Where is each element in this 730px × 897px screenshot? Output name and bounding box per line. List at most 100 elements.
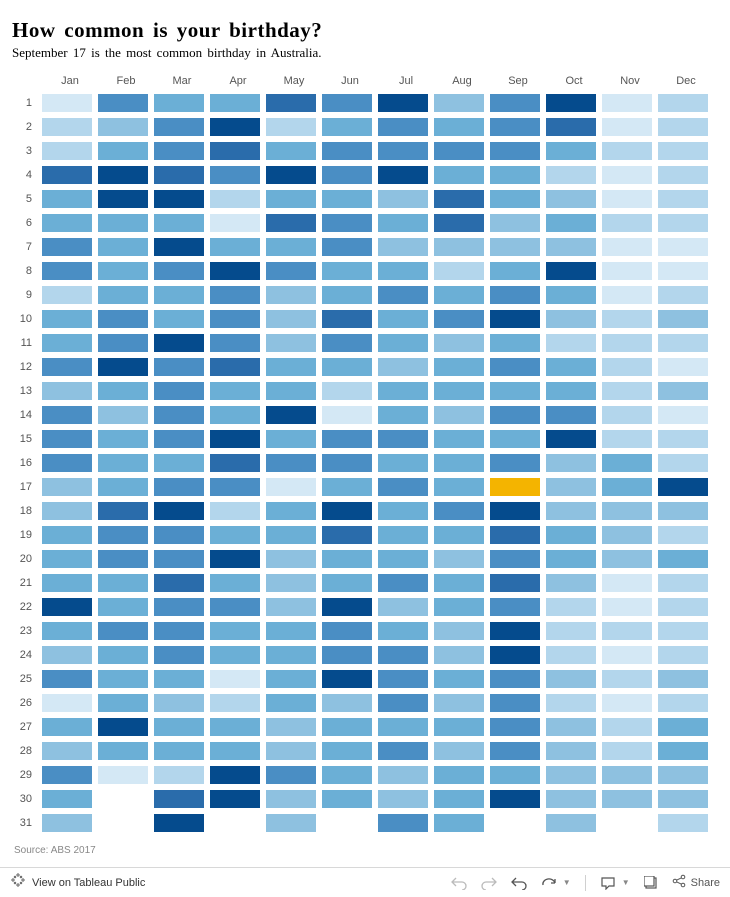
heatmap-cell[interactable] xyxy=(154,574,204,592)
heatmap-cell[interactable] xyxy=(658,598,708,616)
heatmap-cell[interactable] xyxy=(658,454,708,472)
heatmap-cell[interactable] xyxy=(210,406,260,424)
heatmap-cell[interactable] xyxy=(210,358,260,376)
heatmap-cell[interactable] xyxy=(322,694,372,712)
heatmap-cell[interactable] xyxy=(658,502,708,520)
heatmap-cell[interactable] xyxy=(658,118,708,136)
heatmap-cell[interactable] xyxy=(42,646,92,664)
heatmap-cell[interactable] xyxy=(658,382,708,400)
heatmap-cell[interactable] xyxy=(490,622,540,640)
heatmap-cell[interactable] xyxy=(434,142,484,160)
heatmap-cell[interactable] xyxy=(490,478,540,496)
heatmap-cell[interactable] xyxy=(266,526,316,544)
heatmap-cell[interactable] xyxy=(98,190,148,208)
heatmap-cell[interactable] xyxy=(154,118,204,136)
heatmap-cell[interactable] xyxy=(490,262,540,280)
heatmap-cell[interactable] xyxy=(154,478,204,496)
heatmap-cell[interactable] xyxy=(154,766,204,784)
heatmap-cell[interactable] xyxy=(546,502,596,520)
heatmap-cell[interactable] xyxy=(322,670,372,688)
heatmap-cell[interactable] xyxy=(42,574,92,592)
heatmap-cell[interactable] xyxy=(322,718,372,736)
heatmap-cell[interactable] xyxy=(434,166,484,184)
heatmap-cell[interactable] xyxy=(434,214,484,232)
heatmap-cell[interactable] xyxy=(322,166,372,184)
heatmap-cell[interactable] xyxy=(378,814,428,832)
heatmap-cell[interactable] xyxy=(322,454,372,472)
heatmap-cell[interactable] xyxy=(602,286,652,304)
heatmap-cell[interactable] xyxy=(602,358,652,376)
heatmap-cell[interactable] xyxy=(42,790,92,808)
heatmap-cell[interactable] xyxy=(98,646,148,664)
heatmap-cell[interactable] xyxy=(602,118,652,136)
heatmap-cell[interactable] xyxy=(434,406,484,424)
heatmap-cell[interactable] xyxy=(658,670,708,688)
heatmap-cell[interactable] xyxy=(210,214,260,232)
heatmap-cell[interactable] xyxy=(322,190,372,208)
heatmap-cell[interactable] xyxy=(658,526,708,544)
heatmap-cell[interactable] xyxy=(602,646,652,664)
heatmap-cell[interactable] xyxy=(154,190,204,208)
heatmap-cell[interactable] xyxy=(42,94,92,112)
heatmap-cell[interactable] xyxy=(490,766,540,784)
heatmap-cell[interactable] xyxy=(266,550,316,568)
heatmap-cell[interactable] xyxy=(154,142,204,160)
heatmap-cell[interactable] xyxy=(322,646,372,664)
heatmap-cell[interactable] xyxy=(378,142,428,160)
heatmap-cell[interactable] xyxy=(98,334,148,352)
heatmap-cell[interactable] xyxy=(154,526,204,544)
heatmap-cell[interactable] xyxy=(658,358,708,376)
heatmap-cell[interactable] xyxy=(546,478,596,496)
heatmap-cell[interactable] xyxy=(266,790,316,808)
heatmap-cell[interactable] xyxy=(434,430,484,448)
heatmap-cell[interactable] xyxy=(42,142,92,160)
heatmap-cell[interactable] xyxy=(42,382,92,400)
heatmap-cell[interactable] xyxy=(602,694,652,712)
heatmap-cell[interactable] xyxy=(210,94,260,112)
heatmap-cell[interactable] xyxy=(98,622,148,640)
heatmap-cell[interactable] xyxy=(378,430,428,448)
heatmap-cell[interactable] xyxy=(434,358,484,376)
heatmap-cell[interactable] xyxy=(266,310,316,328)
heatmap-cell[interactable] xyxy=(546,742,596,760)
heatmap-cell[interactable] xyxy=(266,598,316,616)
heatmap-cell[interactable] xyxy=(210,142,260,160)
heatmap-cell[interactable] xyxy=(490,718,540,736)
heatmap-cell[interactable] xyxy=(378,790,428,808)
share-button[interactable]: Share xyxy=(672,874,720,891)
heatmap-cell[interactable] xyxy=(658,646,708,664)
heatmap-cell[interactable] xyxy=(210,646,260,664)
heatmap-cell[interactable] xyxy=(322,766,372,784)
heatmap-cell[interactable] xyxy=(658,334,708,352)
heatmap-cell[interactable] xyxy=(658,550,708,568)
heatmap-cell[interactable] xyxy=(98,574,148,592)
heatmap-cell[interactable] xyxy=(266,718,316,736)
heatmap-cell[interactable] xyxy=(42,406,92,424)
heatmap-cell[interactable] xyxy=(434,574,484,592)
heatmap-cell[interactable] xyxy=(322,550,372,568)
heatmap-cell[interactable] xyxy=(602,142,652,160)
heatmap-cell[interactable] xyxy=(434,790,484,808)
heatmap-cell[interactable] xyxy=(658,814,708,832)
heatmap-cell[interactable] xyxy=(546,214,596,232)
heatmap-cell[interactable] xyxy=(602,790,652,808)
heatmap-cell[interactable] xyxy=(378,622,428,640)
heatmap-cell[interactable] xyxy=(434,478,484,496)
heatmap-cell[interactable] xyxy=(658,478,708,496)
heatmap-cell[interactable] xyxy=(154,550,204,568)
heatmap-cell[interactable] xyxy=(210,166,260,184)
heatmap-cell[interactable] xyxy=(546,670,596,688)
heatmap-cell[interactable] xyxy=(658,766,708,784)
heatmap-cell[interactable] xyxy=(434,766,484,784)
heatmap-cell[interactable] xyxy=(266,166,316,184)
heatmap-cell[interactable] xyxy=(42,478,92,496)
heatmap-cell[interactable] xyxy=(602,718,652,736)
heatmap-cell[interactable] xyxy=(490,502,540,520)
heatmap-cell[interactable] xyxy=(98,670,148,688)
heatmap-cell[interactable] xyxy=(490,238,540,256)
heatmap-cell[interactable] xyxy=(266,358,316,376)
heatmap-cell[interactable] xyxy=(42,718,92,736)
heatmap-cell[interactable] xyxy=(546,142,596,160)
heatmap-cell[interactable] xyxy=(658,790,708,808)
heatmap-cell[interactable] xyxy=(322,358,372,376)
